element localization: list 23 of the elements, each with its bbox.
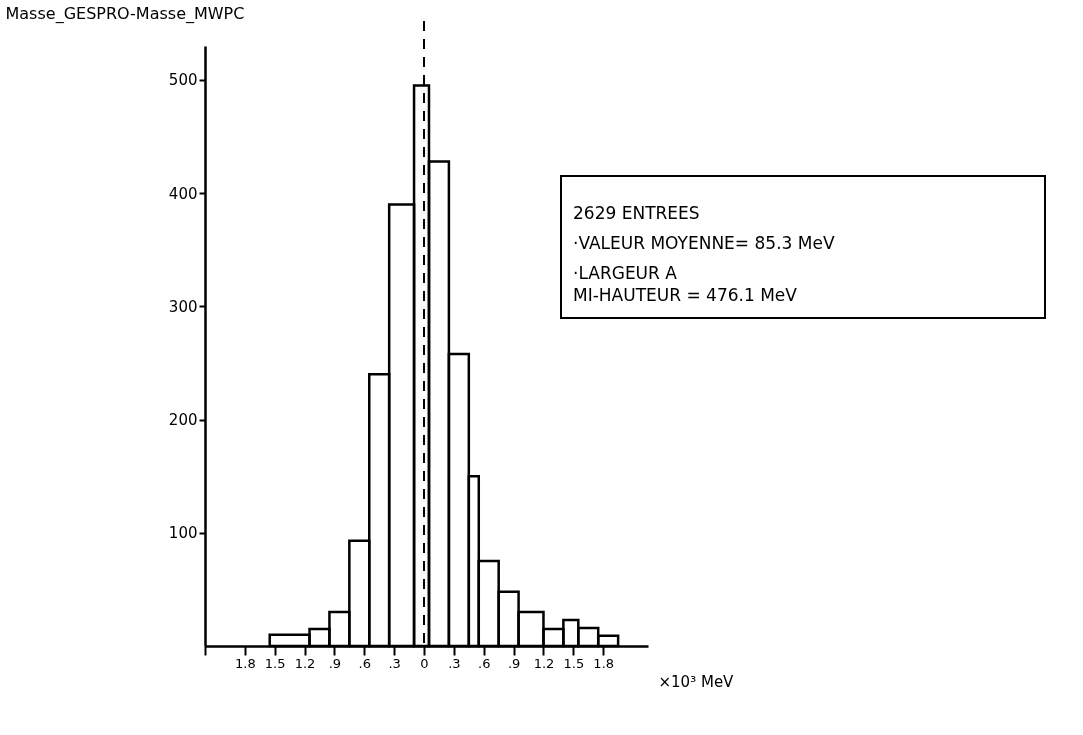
y-tick-label: 500 — [168, 71, 198, 90]
annotation: ·LARGEUR A MI-HAUTEUR = 476.1 MeV — [573, 263, 798, 305]
x-tick-label: .3 — [388, 655, 401, 671]
x-axis-title: ×10³ MeV — [658, 672, 735, 691]
x-tick-label: 1.2 — [294, 655, 316, 671]
x-tick-label: 1.2 — [533, 655, 555, 671]
x-tick-label: .3 — [448, 655, 461, 671]
x-tick-label: .9 — [328, 655, 342, 671]
annotation: 2629 ENTREES — [573, 203, 700, 223]
x-tick-label: 1.8 — [593, 655, 615, 671]
annotation: ·VALEUR MOYENNE= 85.3 MeV — [573, 233, 835, 253]
x-tick-label: 1.8 — [234, 655, 256, 671]
x-tick-label: 1.5 — [563, 655, 585, 671]
x-tick-label: .6 — [358, 655, 371, 671]
x-tick-label: 1.5 — [264, 655, 286, 671]
y-tick-label: 300 — [168, 297, 198, 316]
x-tick-label: 0 — [420, 655, 429, 671]
x-tick-label: .6 — [478, 655, 491, 671]
y-axis-title: Masse_GESPRO-Masse_MWPC — [5, 3, 245, 24]
x-tick-label: .9 — [507, 655, 521, 671]
y-tick-label: 400 — [168, 184, 198, 203]
y-tick-label: 200 — [168, 411, 198, 430]
y-tick-label: 100 — [168, 524, 198, 543]
